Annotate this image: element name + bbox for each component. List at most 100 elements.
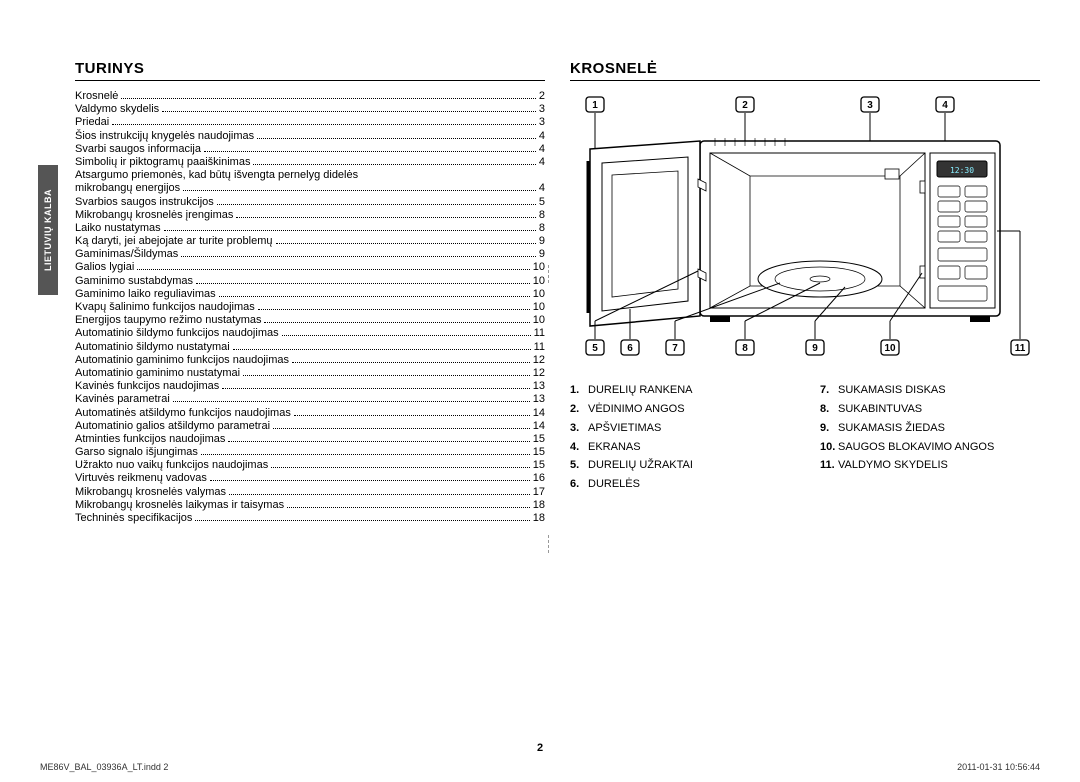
toc-row: Priedai3 (75, 117, 545, 128)
toc-row: Garso signalo išjungimas15 (75, 447, 545, 458)
toc-row: Valdymo skydelis3 (75, 104, 545, 115)
gutter-mark (548, 535, 549, 553)
toc-page: 4 (539, 183, 545, 194)
toc-page: 9 (539, 236, 545, 247)
toc-row: Gaminimo sustabdymas10 (75, 276, 545, 287)
toc-title: TURINYS (75, 60, 545, 81)
toc-row: Svarbi saugos informacija4 (75, 144, 545, 155)
display-text: 12:30 (950, 166, 974, 175)
toc-row: Automatinės atšildymo funkcijos naudojim… (75, 408, 545, 419)
toc-label: Energijos taupymo režimo nustatymas (75, 315, 261, 326)
toc-row: Mikrobangų krosnelės įrengimas 8 (75, 210, 545, 221)
toc-page: 11 (534, 328, 545, 339)
toc-row: Automatinio šildymo nustatymai11 (75, 342, 545, 353)
legend-num: 7. (820, 383, 838, 398)
toc-page: 17 (533, 487, 545, 498)
toc-page: 10 (533, 302, 545, 313)
toc-page: 10 (533, 315, 545, 326)
toc-row: Virtuvės reikmenų vadovas16 (75, 473, 545, 484)
legend-item: 3.APŠVIETIMAS (570, 421, 790, 436)
toc-row: Kavinės parametrai 13 (75, 394, 545, 405)
legend-col-left: 1.DURELIŲ RANKENA 2.VĖDINIMO ANGOS 3.APŠVI… (570, 379, 790, 496)
toc-page: 8 (539, 210, 545, 221)
toc-row: Atminties funkcijos naudojimas15 (75, 434, 545, 445)
toc-label: Galios lygiai (75, 262, 134, 273)
legend-item: 9.SUKAMASIS ŽIEDAS (820, 421, 1040, 436)
toc-label: Kavinės parametrai (75, 394, 170, 405)
svg-text:1: 1 (592, 100, 598, 111)
toc-page: 2 (539, 91, 545, 102)
svg-text:7: 7 (672, 343, 678, 354)
toc-page: 15 (533, 460, 545, 471)
toc-page: 14 (533, 421, 545, 432)
legend: 1.DURELIŲ RANKENA 2.VĖDINIMO ANGOS 3.APŠVI… (570, 379, 1040, 496)
legend-text: SUKABINTUVAS (838, 402, 922, 417)
legend-num: 4. (570, 440, 588, 455)
page-content: TURINYS Krosnelė2Valdymo skydelis3Prieda… (50, 60, 1040, 720)
toc-label: Automatinio galios atšildymo parametrai (75, 421, 270, 432)
oven-diagram: 1234 567891011 (570, 91, 1040, 361)
toc-row: Svarbios saugos instrukcijos5 (75, 197, 545, 208)
toc-page: 4 (539, 131, 545, 142)
toc-page: 12 (533, 368, 545, 379)
legend-text: EKRANAS (588, 440, 641, 455)
svg-text:11: 11 (1015, 343, 1026, 354)
toc-page: 14 (533, 408, 545, 419)
toc-column: TURINYS Krosnelė2Valdymo skydelis3Prieda… (75, 60, 545, 720)
toc-row: Kavinės funkcijos naudojimas 13 (75, 381, 545, 392)
legend-text: SAUGOS BLOKAVIMO ANGOS (838, 440, 994, 455)
toc-row: Energijos taupymo režimo nustatymas 10 (75, 315, 545, 326)
toc-page: 13 (533, 381, 545, 392)
legend-col-right: 7.SUKAMASIS DISKAS8.SUKABINTUVAS9.SUKAMA… (820, 379, 1040, 496)
legend-num: 3. (570, 421, 588, 436)
toc-label: Kavinės funkcijos naudojimas (75, 381, 219, 392)
toc-row: Kvapų šalinimo funkcijos naudojimas10 (75, 302, 545, 313)
toc-page: 10 (533, 262, 545, 273)
toc-page: 9 (539, 249, 545, 260)
legend-item: 7.SUKAMASIS DISKAS (820, 383, 1040, 398)
toc-row: Ką daryti, jei abejojate ar turite probl… (75, 236, 545, 247)
legend-text: VALDYMO SKYDELIS (838, 458, 948, 473)
svg-text:3: 3 (867, 100, 873, 111)
legend-text: DURELĖS (588, 477, 640, 492)
toc-row: Gaminimas/Šildymas 9 (75, 249, 545, 260)
legend-num: 5. (570, 458, 588, 473)
toc-page: 5 (539, 197, 545, 208)
svg-text:4: 4 (942, 100, 948, 111)
legend-num: 10. (820, 440, 838, 455)
toc-label: Automatinio šildymo funkcijos naudojimas (75, 328, 279, 339)
legend-item: 8.SUKABINTUVAS (820, 402, 1040, 417)
toc-row: Laiko nustatymas8 (75, 223, 545, 234)
legend-item: 2.VĖDINIMO ANGOS (570, 402, 790, 417)
toc-row: Automatinio galios atšildymo parametrai 1… (75, 421, 545, 432)
toc-label: Techninės specifikacijos (75, 513, 192, 524)
toc-row: Užrakto nuo vaikų funkcijos naudojimas15 (75, 460, 545, 471)
legend-num: 8. (820, 402, 838, 417)
toc-label: Svarbi saugos informacija (75, 144, 201, 155)
toc-label: Mikrobangų krosnelės laikymas ir taisyma… (75, 500, 284, 511)
toc-row: Šios instrukcijų knygelės naudojimas4 (75, 131, 545, 142)
toc-row: Mikrobangų krosnelės laikymas ir taisyma… (75, 500, 545, 511)
legend-text: SUKAMASIS DISKAS (838, 383, 946, 398)
toc-label: Automatinės atšildymo funkcijos naudojim… (75, 408, 291, 419)
toc-label: Virtuvės reikmenų vadovas (75, 473, 207, 484)
toc-label: Valdymo skydelis (75, 104, 159, 115)
toc-label: Automatinio šildymo nustatymai (75, 342, 230, 353)
toc-page: 8 (539, 223, 545, 234)
legend-item: 10.SAUGOS BLOKAVIMO ANGOS (820, 440, 1040, 455)
toc-page: 10 (533, 289, 545, 300)
language-tab: LIETUVIŲ KALBA (38, 165, 58, 295)
toc-page: 13 (533, 394, 545, 405)
toc-page: 4 (539, 157, 545, 168)
legend-item: 6.DURELĖS (570, 477, 790, 492)
toc-label: Mikrobangų krosnelės įrengimas (75, 210, 233, 221)
legend-num: 11. (820, 458, 838, 473)
toc-label: Atsargumo priemonės, kad būtų išvengta p… (75, 170, 358, 181)
toc-label: Gaminimas/Šildymas (75, 249, 178, 260)
toc-label: Priedai (75, 117, 109, 128)
toc-label: Gaminimo sustabdymas (75, 276, 193, 287)
legend-item: 1.DURELIŲ RANKENA (570, 383, 790, 398)
svg-text:5: 5 (592, 343, 598, 354)
legend-item: 4.EKRANAS (570, 440, 790, 455)
toc-label: Ką daryti, jei abejojate ar turite probl… (75, 236, 273, 247)
